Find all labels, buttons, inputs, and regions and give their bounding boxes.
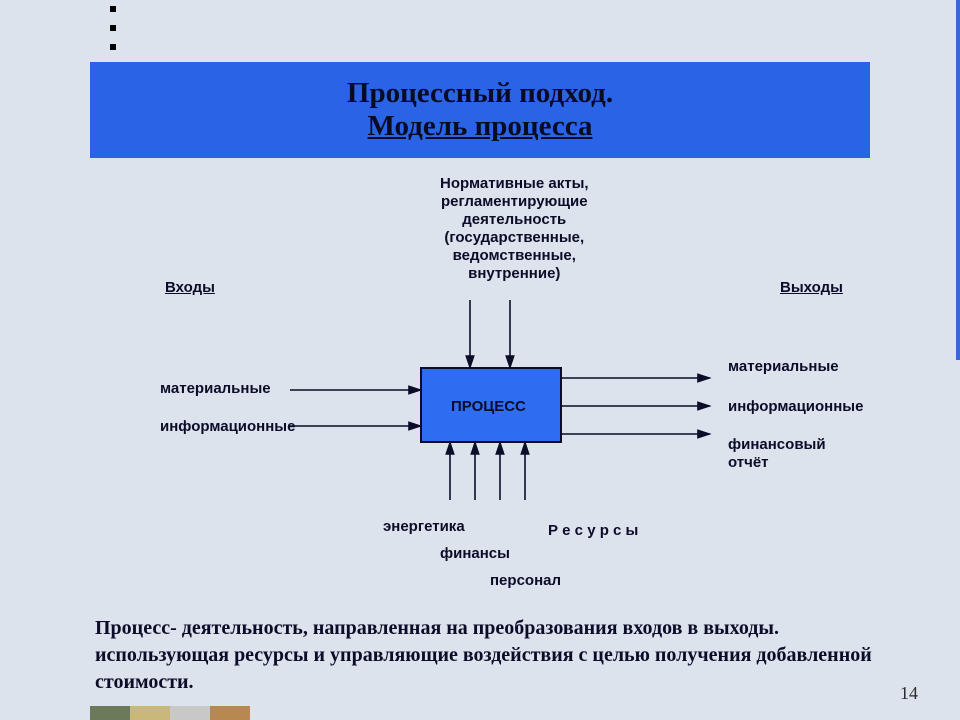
- label-outputs-header: Выходы: [780, 279, 843, 297]
- label-res-finance: финансы: [440, 545, 510, 563]
- label-in-material: материальные: [160, 380, 271, 398]
- label-out-material: материальные: [728, 358, 839, 376]
- label-resources: Р е с у р с ы: [548, 522, 638, 540]
- page-number: 14: [900, 683, 918, 704]
- title-bar: Процессный подход. Модель процесса: [90, 62, 870, 158]
- description-text: Процесс- деятельность, направленная на п…: [95, 615, 885, 696]
- label-process: ПРОЦЕСС: [451, 398, 526, 416]
- label-out-info: информационные: [728, 398, 863, 416]
- label-inputs-header: Входы: [165, 279, 215, 297]
- label-in-info: информационные: [160, 418, 295, 436]
- label-top-regulatory: Нормативные акты, регламентирующие деяте…: [440, 175, 589, 283]
- label-res-energy: энергетика: [383, 518, 465, 536]
- decorative-bottom-bar: [90, 706, 250, 720]
- title-line1: Процессный подход.: [90, 77, 870, 110]
- label-res-personnel: персонал: [490, 572, 561, 590]
- label-out-fin: финансовый отчёт: [728, 436, 826, 472]
- title-line2: Модель процесса: [90, 110, 870, 143]
